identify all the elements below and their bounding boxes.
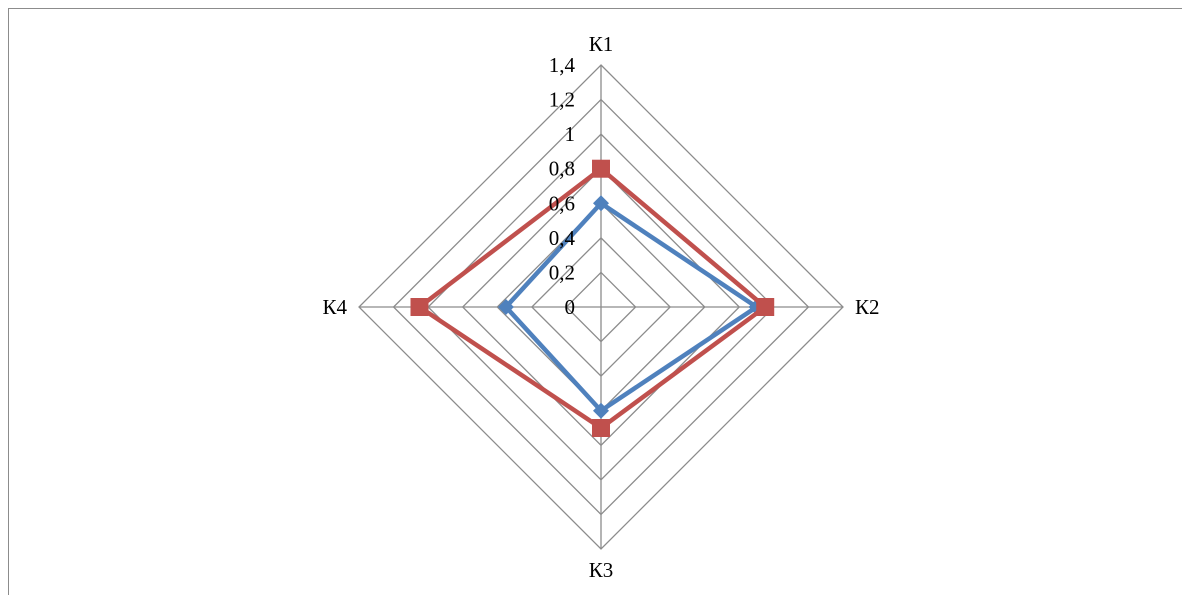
data-point-diamond: [593, 195, 609, 212]
category-label: К4: [322, 295, 347, 319]
data-point-diamond: [593, 402, 609, 419]
data-point-square: [592, 159, 610, 178]
category-label: К2: [855, 295, 880, 319]
tick-label: 1,4: [549, 53, 576, 77]
series-layer: [410, 159, 775, 437]
tick-label: 0,8: [549, 157, 575, 181]
tick-label: 0,4: [549, 226, 576, 250]
data-point-diamond: [497, 299, 514, 315]
tick-label: 1: [565, 122, 576, 146]
tick-label: 0,2: [549, 260, 575, 284]
category-label-layer: К1 К2 К3 К4: [322, 32, 879, 582]
category-label: К3: [589, 558, 614, 582]
data-point-square: [410, 298, 429, 316]
chart-frame: [8, 8, 1182, 595]
data-point-square: [756, 298, 775, 316]
tick-label-layer: 0 0,2 0,4 0,6 0,8 1 1,2 1,4: [549, 53, 576, 319]
data-point-square: [592, 419, 610, 437]
tick-label: 1,2: [549, 88, 575, 112]
tick-label: 0,6: [549, 191, 575, 215]
tick-label: 0: [565, 295, 576, 319]
category-label: К1: [589, 32, 614, 56]
